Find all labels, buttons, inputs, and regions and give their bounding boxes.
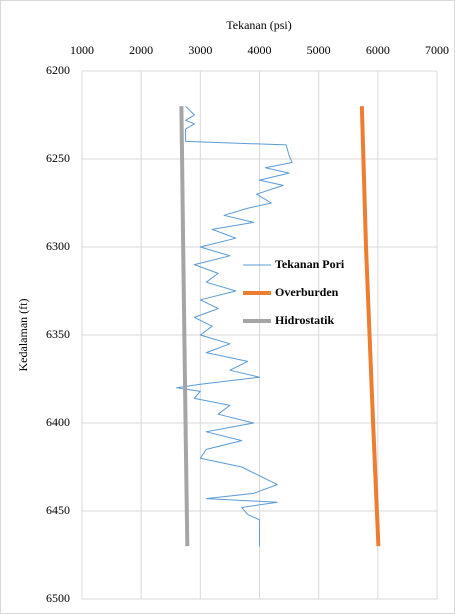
legend-label: Hidrostatik — [275, 313, 334, 327]
chart-title: Tekanan (psi) — [226, 18, 291, 32]
y-tick-label: 6450 — [46, 503, 70, 517]
x-tick-label: 1000 — [70, 43, 94, 57]
x-tick-label: 4000 — [248, 43, 272, 57]
legend-label: Tekanan Pori — [275, 257, 345, 271]
x-tick-label: 5000 — [307, 43, 331, 57]
y-tick-label: 6500 — [46, 591, 70, 605]
data-line — [359, 106, 381, 547]
y-tick-label: 6300 — [46, 239, 70, 253]
y-axis-label: Kedalaman (ft) — [16, 299, 30, 372]
x-tick-label: 6000 — [366, 43, 390, 57]
legend-label: Overburden — [275, 285, 339, 299]
y-tick-label: 6250 — [46, 151, 70, 165]
x-tick-label: 2000 — [129, 43, 153, 57]
y-tick-label: 6350 — [46, 327, 70, 341]
data-line — [179, 106, 190, 547]
y-tick-label: 6200 — [46, 63, 70, 77]
x-tick-label: 7000 — [425, 43, 449, 57]
y-tick-label: 6400 — [46, 415, 70, 429]
data-line — [176, 105, 293, 547]
x-tick-label: 3000 — [188, 43, 212, 57]
